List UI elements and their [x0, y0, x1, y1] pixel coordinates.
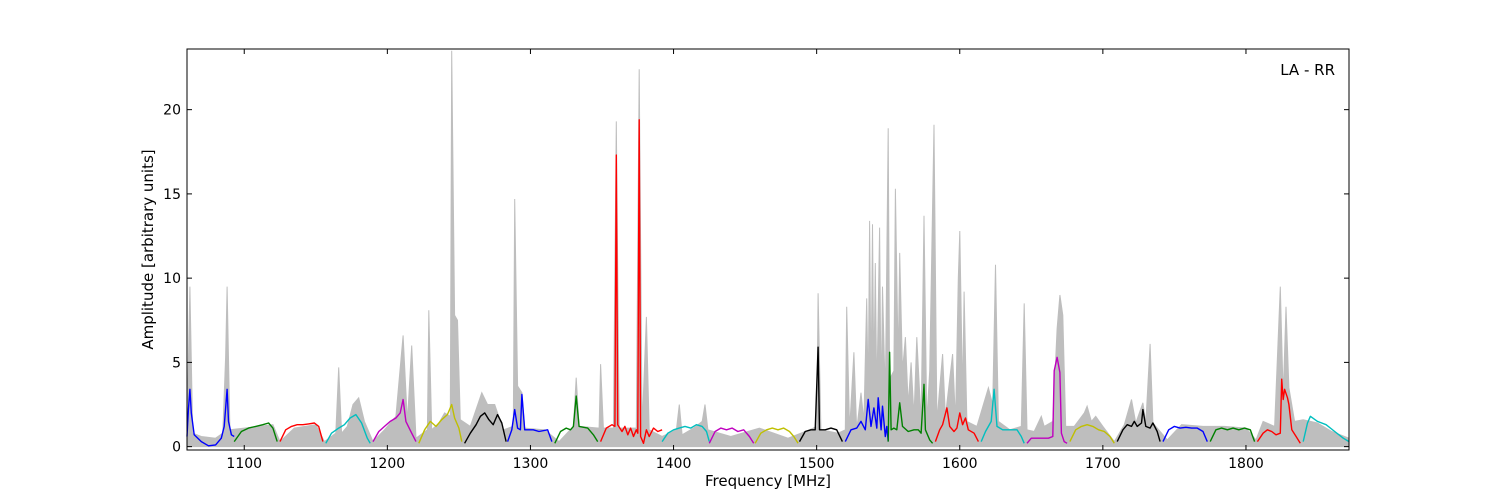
x-tick-label: 1800: [1228, 456, 1264, 472]
series-line-14: [798, 346, 844, 442]
background-amplitude-area: [186, 50, 1350, 448]
x-tick-label: 1200: [370, 456, 406, 472]
x-tick-label: 1700: [1085, 456, 1121, 472]
series-line-13: [754, 427, 799, 444]
y-tick-label: 5: [172, 355, 181, 371]
x-tick-label: 1400: [656, 456, 692, 472]
series-line-3: [279, 422, 324, 442]
series-line-19: [1026, 356, 1068, 444]
series-line-20: [1069, 424, 1115, 444]
series-line-17: [934, 407, 980, 442]
series-line-8: [506, 393, 553, 442]
series-line-5: [372, 398, 417, 442]
series-line-25: [1302, 415, 1350, 443]
ticks: 1100 1200 1300 1400 1500 1600 1700 1800 0 5 10 15 20: [163, 49, 1349, 472]
series-line-16: [887, 351, 934, 444]
series-line-11: [661, 424, 710, 442]
series-line-4: [325, 413, 371, 444]
y-tick-label: 0: [172, 440, 181, 456]
series-line-7: [463, 412, 507, 444]
y-tick-label: 20: [163, 103, 181, 119]
series-line-6: [418, 403, 463, 444]
series-line-2: [233, 422, 278, 443]
y-tick-label: 15: [163, 187, 181, 203]
x-tick-label: 1600: [942, 456, 978, 472]
series-line-15: [844, 397, 889, 442]
series-line-18: [980, 388, 1025, 444]
series-layer: [186, 119, 1350, 447]
x-axis-label: Frequency [MHz]: [705, 472, 831, 490]
series-line-24: [1256, 378, 1301, 444]
series-line-23: [1209, 427, 1256, 442]
series-line-10: [599, 119, 663, 444]
plot-frame: [186, 48, 1350, 451]
series-line-9: [554, 395, 599, 444]
x-tick-label: 1500: [799, 456, 835, 472]
series-line-21: [1116, 408, 1161, 442]
series-line-1: [186, 388, 235, 447]
series-line-12: [708, 427, 755, 444]
chart-annotation: LA - RR: [1280, 61, 1335, 79]
series-line-22: [1162, 425, 1208, 442]
background-series: [186, 50, 1350, 448]
y-tick-label: 10: [163, 271, 181, 287]
y-axis-label: Amplitude [arbitrary units]: [139, 149, 157, 349]
x-tick-label: 1100: [226, 456, 262, 472]
x-tick-label: 1300: [513, 456, 549, 472]
